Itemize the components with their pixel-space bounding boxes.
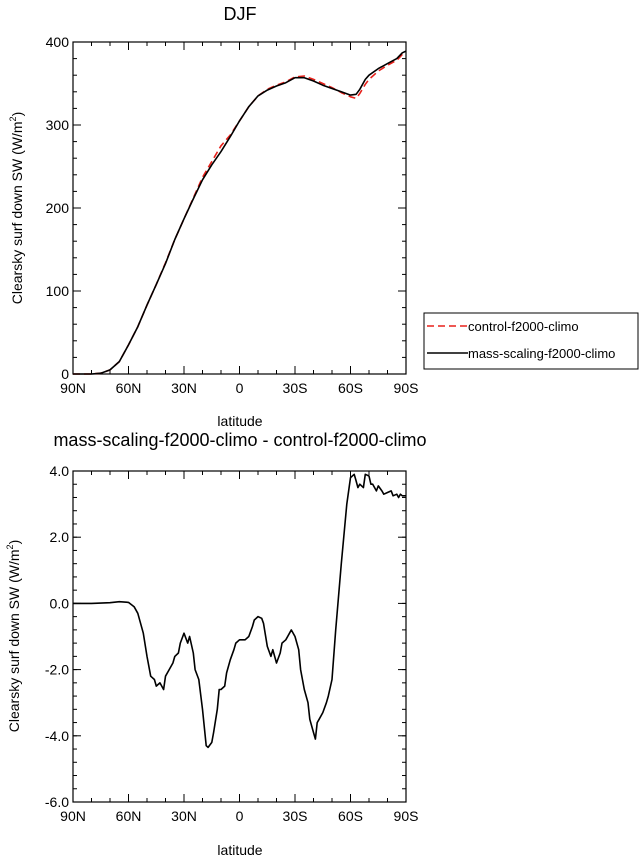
legend-label-mass-scaling: mass-scaling-f2000-climo (468, 346, 615, 361)
bottom-y-tick-label: 0.0 (50, 595, 70, 611)
bottom-chart-title: mass-scaling-f2000-climo - control-f2000… (53, 430, 426, 450)
bottom-y-axis-label-sup: 2 (5, 544, 15, 549)
top-series (73, 50, 407, 375)
top-x-tick-label: 60S (338, 380, 363, 396)
bottom-y-axis-label: Clearsky surf down SW (W/m2) (5, 540, 22, 733)
top-plot-frame (72, 41, 407, 375)
top-y-tick-label: 300 (46, 117, 70, 133)
bottom-x-tick-label: 90N (60, 808, 86, 824)
top-chart-title: DJF (224, 4, 257, 24)
bottom-plot-frame (72, 470, 407, 803)
top-series-line-1 (73, 50, 407, 375)
bottom-x-tick-label: 90S (394, 808, 419, 824)
bottom-y-axis-label-close: ) (6, 540, 22, 545)
top-y-axis-label-sup: 2 (8, 116, 18, 121)
bottom-y-tick-label: -4.0 (45, 728, 69, 744)
bottom-y-axis-label-text: Clearsky surf down SW (W/m (6, 549, 22, 732)
bottom-x-axis-label: latitude (217, 842, 262, 858)
bottom-y-tick-label: 2.0 (50, 529, 70, 545)
top-panel: DJF 90N 60N 30N 0 30S 60S 90S 0 100 200 300 400 lat… (8, 4, 418, 429)
top-x-tick-label: 30S (283, 380, 308, 396)
bottom-panel: mass-scaling-f2000-climo - control-f2000… (5, 430, 427, 858)
bottom-x-tick-label: 0 (236, 808, 244, 824)
top-y-axis-label-text: Clearsky surf down SW (W/m (9, 121, 25, 304)
top-x-tick-label: 30N (171, 380, 197, 396)
top-ticks: 90N 60N 30N 0 30S 60S 90S 0 100 200 300 400 (46, 34, 419, 396)
top-y-tick-label: 200 (46, 200, 70, 216)
bottom-y-tick-label: -6.0 (45, 794, 69, 810)
bottom-series (73, 473, 406, 749)
top-y-axis-label: Clearsky surf down SW (W/m2) (8, 112, 25, 305)
bottom-x-tick-label: 30N (171, 808, 197, 824)
bottom-x-tick-label: 60S (338, 808, 363, 824)
top-x-tick-label: 90N (60, 380, 86, 396)
top-x-tick-label: 90S (394, 380, 419, 396)
top-y-tick-label: 0 (61, 366, 69, 382)
top-x-axis-label: latitude (217, 413, 262, 429)
top-x-tick-label: 0 (236, 380, 244, 396)
bottom-x-tick-label: 60N (116, 808, 142, 824)
legend: control-f2000-climo mass-scaling-f2000-c… (423, 312, 639, 370)
top-series-line-0 (73, 52, 407, 375)
top-y-tick-label: 400 (46, 34, 70, 50)
bottom-x-tick-label: 30S (283, 808, 308, 824)
legend-label-control: control-f2000-climo (468, 319, 579, 334)
top-y-axis-label-close: ) (9, 112, 25, 117)
bottom-y-tick-label: -2.0 (45, 662, 69, 678)
bottom-y-tick-label: 4.0 (50, 463, 70, 479)
legend-box (423, 312, 639, 370)
top-x-tick-label: 60N (116, 380, 142, 396)
top-y-tick-label: 100 (46, 283, 70, 299)
bottom-series-line-0 (73, 473, 406, 749)
bottom-ticks: 90N 60N 30N 0 30S 60S 90S -6.0 -4.0 -2.0 0.0 2.0 4.0 (45, 463, 419, 824)
